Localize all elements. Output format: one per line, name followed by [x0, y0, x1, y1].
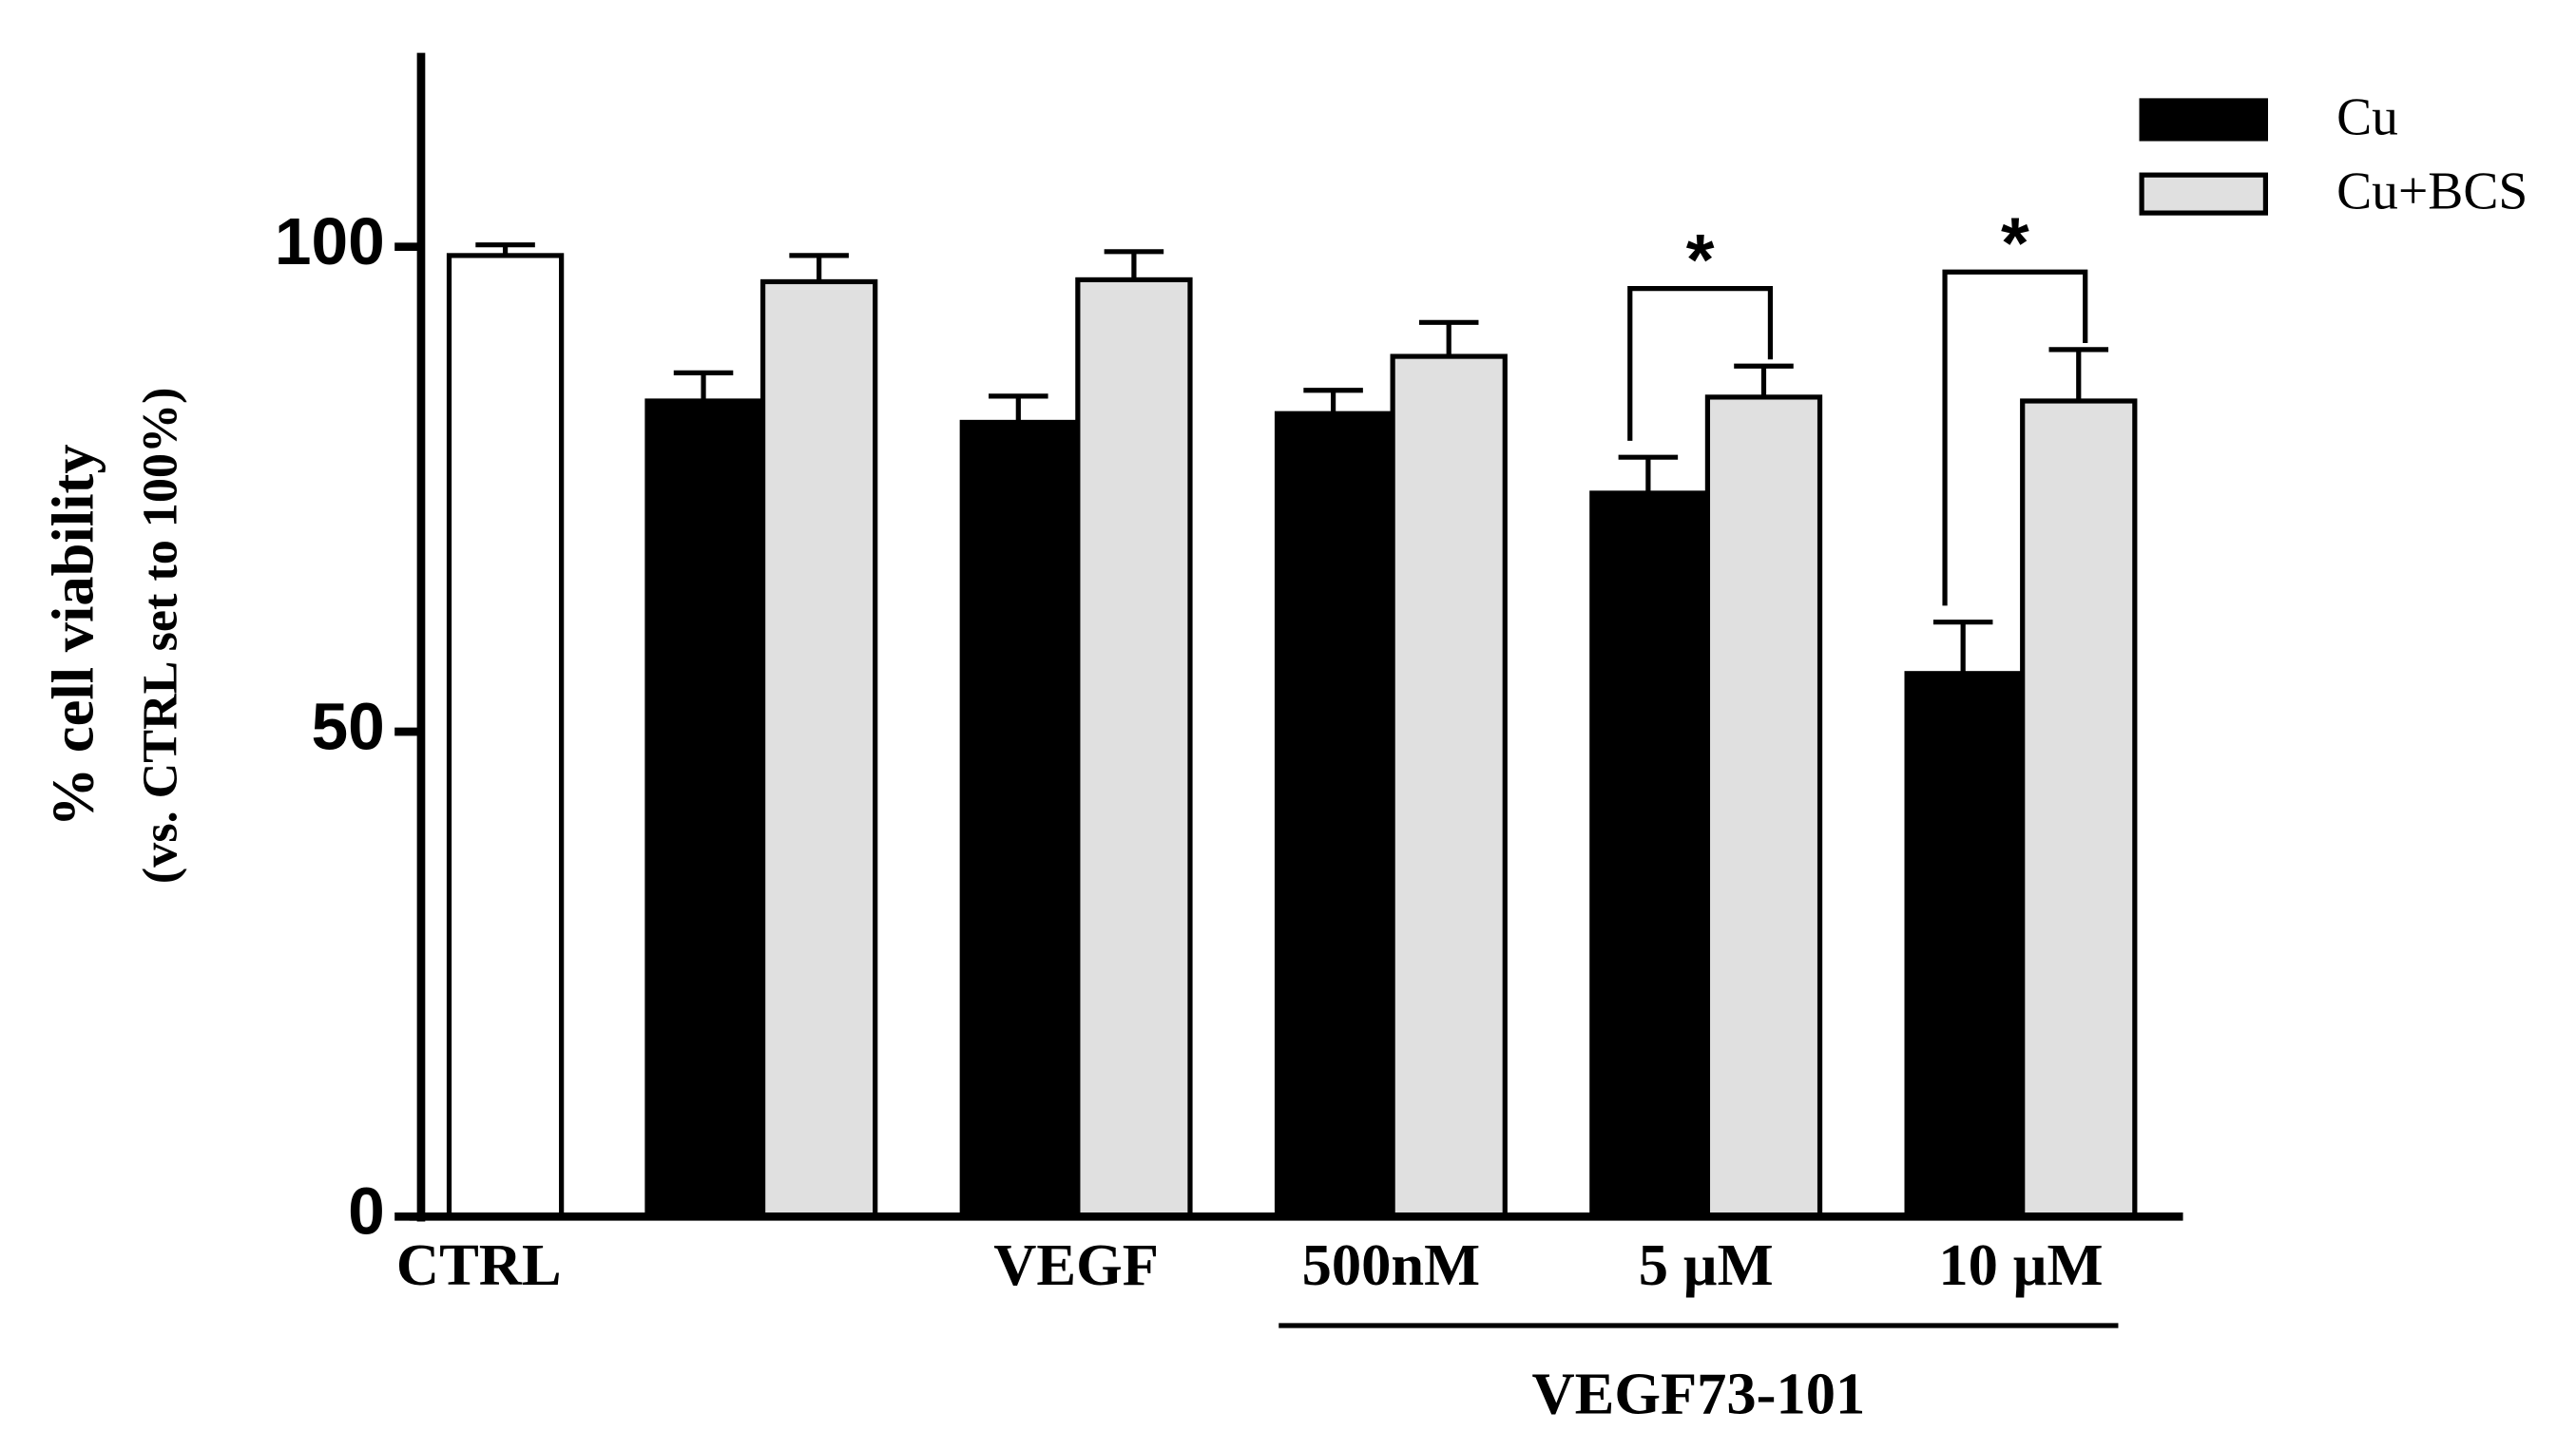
- significance-label: *: [2001, 203, 2029, 284]
- x-tick-label: 5 µM: [1639, 1231, 1774, 1298]
- y-tick-label: 100: [275, 204, 385, 278]
- y-tick-label: 50: [311, 689, 384, 763]
- legend-label: Cu: [2336, 87, 2398, 146]
- significance-label: *: [1686, 220, 1715, 300]
- bar: [759, 278, 878, 1219]
- legend-swatch: [2139, 98, 2269, 142]
- bar: [644, 398, 762, 1219]
- bar: [1589, 490, 1707, 1219]
- legend-swatch: [2139, 172, 2269, 216]
- legend-label: Cu+BCS: [2336, 162, 2528, 220]
- significance-bracket: [1627, 285, 1774, 441]
- bar: [1075, 277, 1193, 1219]
- x-tick-label: 10 µM: [1938, 1231, 2103, 1298]
- bar: [2020, 398, 2138, 1219]
- y-axis-sublabel: (vs. CTRL set to 100%): [134, 388, 188, 885]
- group-label: VEGF73-101: [1531, 1360, 1865, 1426]
- x-tick-label: 500nM: [1302, 1231, 1481, 1298]
- y-axis-label: % cell viability: [40, 444, 106, 827]
- x-tick-label: CTRL: [396, 1231, 562, 1298]
- x-tick-label: VEGF: [993, 1231, 1159, 1298]
- significance-bracket: [1942, 269, 2088, 606]
- bar: [1904, 671, 2022, 1219]
- bar: [1390, 353, 1508, 1219]
- y-tick-label: 0: [348, 1174, 385, 1249]
- bar: [959, 419, 1077, 1219]
- bar: [1274, 410, 1393, 1219]
- bar: [1704, 394, 1823, 1219]
- bar: [446, 253, 565, 1219]
